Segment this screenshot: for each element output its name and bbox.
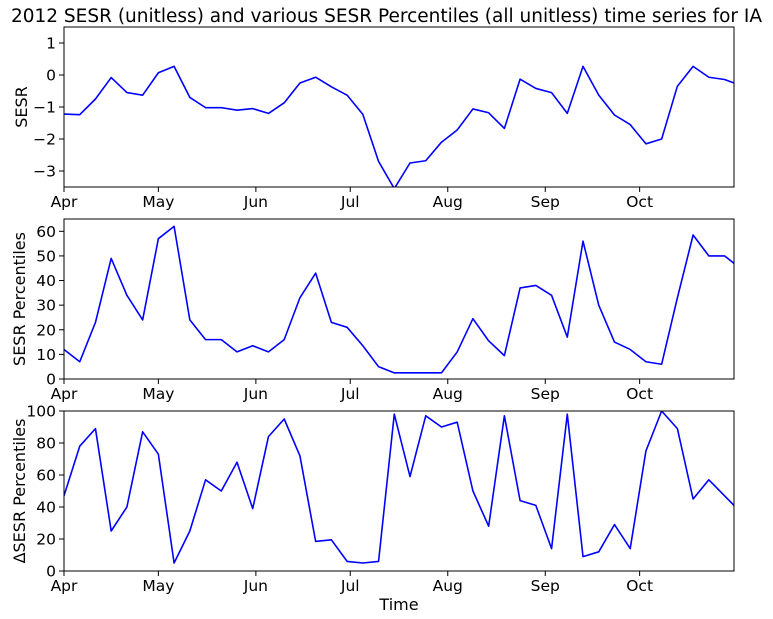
y-tick-label: 50 [36,247,56,265]
x-axis-label: Time [378,595,418,614]
plot-frame [63,26,735,188]
x-tick-label: Apr [51,577,78,595]
series-line [64,411,734,564]
x-tick-label: Oct [626,385,653,403]
y-tick-label: −2 [33,131,56,149]
x-tick-label: May [142,385,174,403]
chart-title: 2012 SESR (unitless) and various SESR Pe… [11,6,762,27]
x-tick-label: Aug [433,385,463,403]
series-line [64,225,734,374]
y-tick-label: 0 [46,371,56,389]
x-tick-label: Sep [531,385,560,403]
y-tick-label: 20 [36,321,56,339]
x-tick-label: Aug [433,577,463,595]
y-tick-label: 40 [36,499,56,517]
y-tick-label: 30 [36,297,56,315]
panel-1: −3 −2 −1 0 1 Apr May Jun Jul Aug Sep Oct SESR [12,26,735,211]
y-axis-label: ΔSESR Percentiles [10,419,29,564]
y-tick-label: 0 [46,563,56,581]
x-tick-label: May [142,577,174,595]
y-tick-label: 1 [46,35,56,53]
panel-2: 0 10 20 30 40 50 60 Apr May Jun Jul Aug Sep Oct SESR P… [10,218,735,403]
series-line [64,65,734,187]
x-tick-label: Jul [340,385,360,403]
x-tick-label: Oct [626,193,653,211]
y-tick-label: 10 [36,346,56,364]
x-tick-label: Sep [531,577,560,595]
y-tick-label: 20 [36,531,56,549]
y-tick-label: 100 [26,403,56,421]
x-tick-label: May [142,193,174,211]
y-axis-label: SESR [12,86,31,128]
y-axis-label: SESR Percentiles [10,232,29,366]
plot-frame [63,218,735,380]
y-tick-label: −3 [33,163,56,181]
x-tick-label: Sep [531,193,560,211]
panels: −3 −2 −1 0 1 Apr May Jun Jul Aug Sep Oct SESR 0 10 20 30… [10,26,735,595]
x-tick-label: Oct [626,577,653,595]
panel-3: 0 20 40 60 80 100 Apr May Jun Jul Aug Sep Oct ΔSESR P… [10,403,735,595]
x-tick-label: Jun [243,385,268,403]
x-tick-label: Jun [243,193,268,211]
x-tick-label: Jun [243,577,268,595]
x-tick-label: Apr [51,385,78,403]
x-tick-label: Aug [433,193,463,211]
y-tick-label: 0 [46,67,56,85]
x-tick-label: Jul [340,193,360,211]
y-tick-label: 60 [36,223,56,241]
plot-frame [63,410,735,572]
y-tick-label: 60 [36,467,56,485]
y-tick-label: −1 [33,99,56,117]
x-tick-label: Apr [51,193,78,211]
y-tick-label: 40 [36,272,56,290]
x-tick-label: Jul [340,577,360,595]
y-tick-label: 80 [36,435,56,453]
